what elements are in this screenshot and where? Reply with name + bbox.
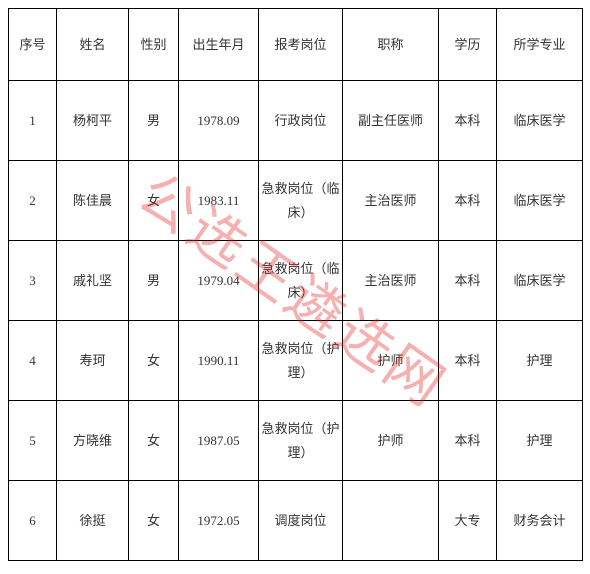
table-header-row: 序号 姓名 性别 出生年月 报考岗位 职称 学历 所学专业 <box>9 9 583 81</box>
cell-title: 副主任医师 <box>343 81 439 161</box>
cell-gender: 男 <box>129 241 179 321</box>
col-header: 姓名 <box>57 9 129 81</box>
cell-title: 护师 <box>343 321 439 401</box>
cell-seq: 2 <box>9 161 57 241</box>
cell-birth: 1987.05 <box>179 401 259 481</box>
cell-position: 行政岗位 <box>259 81 343 161</box>
cell-name: 杨柯平 <box>57 81 129 161</box>
cell-seq: 3 <box>9 241 57 321</box>
cell-birth: 1990.11 <box>179 321 259 401</box>
cell-major: 财务会计 <box>497 481 583 561</box>
col-header: 所学专业 <box>497 9 583 81</box>
col-header: 报考岗位 <box>259 9 343 81</box>
cell-edu: 本科 <box>439 401 497 481</box>
cell-title: 主治医师 <box>343 241 439 321</box>
col-header: 出生年月 <box>179 9 259 81</box>
cell-birth: 1979.04 <box>179 241 259 321</box>
cell-gender: 女 <box>129 401 179 481</box>
cell-title <box>343 481 439 561</box>
data-table: 序号 姓名 性别 出生年月 报考岗位 职称 学历 所学专业 1 杨柯平 男 19… <box>8 8 583 561</box>
cell-title: 主治医师 <box>343 161 439 241</box>
cell-edu: 本科 <box>439 81 497 161</box>
cell-edu: 本科 <box>439 241 497 321</box>
cell-major: 临床医学 <box>497 241 583 321</box>
cell-seq: 1 <box>9 81 57 161</box>
cell-name: 方晓维 <box>57 401 129 481</box>
cell-major: 护理 <box>497 401 583 481</box>
col-header: 学历 <box>439 9 497 81</box>
cell-name: 陈佳晨 <box>57 161 129 241</box>
cell-title: 护师 <box>343 401 439 481</box>
cell-major: 临床医学 <box>497 81 583 161</box>
cell-birth: 1972.05 <box>179 481 259 561</box>
cell-gender: 女 <box>129 321 179 401</box>
col-header: 性别 <box>129 9 179 81</box>
cell-edu: 本科 <box>439 321 497 401</box>
table-row: 3 戚礼坚 男 1979.04 急救岗位（临床） 主治医师 本科 临床医学 <box>9 241 583 321</box>
table-row: 1 杨柯平 男 1978.09 行政岗位 副主任医师 本科 临床医学 <box>9 81 583 161</box>
cell-position: 急救岗位（护理） <box>259 401 343 481</box>
cell-seq: 4 <box>9 321 57 401</box>
cell-position: 急救岗位（临床） <box>259 241 343 321</box>
cell-seq: 6 <box>9 481 57 561</box>
cell-major: 护理 <box>497 321 583 401</box>
cell-name: 戚礼坚 <box>57 241 129 321</box>
cell-gender: 女 <box>129 481 179 561</box>
cell-position: 调度岗位 <box>259 481 343 561</box>
cell-name: 寿珂 <box>57 321 129 401</box>
table-row: 2 陈佳晨 女 1983.11 急救岗位（临床） 主治医师 本科 临床医学 <box>9 161 583 241</box>
col-header: 职称 <box>343 9 439 81</box>
cell-position: 急救岗位（临床） <box>259 161 343 241</box>
cell-name: 徐挺 <box>57 481 129 561</box>
cell-gender: 女 <box>129 161 179 241</box>
table-row: 5 方晓维 女 1987.05 急救岗位（护理） 护师 本科 护理 <box>9 401 583 481</box>
cell-gender: 男 <box>129 81 179 161</box>
cell-major: 临床医学 <box>497 161 583 241</box>
table-row: 4 寿珂 女 1990.11 急救岗位（护理） 护师 本科 护理 <box>9 321 583 401</box>
col-header: 序号 <box>9 9 57 81</box>
table-row: 6 徐挺 女 1972.05 调度岗位 大专 财务会计 <box>9 481 583 561</box>
cell-birth: 1978.09 <box>179 81 259 161</box>
cell-edu: 本科 <box>439 161 497 241</box>
cell-seq: 5 <box>9 401 57 481</box>
cell-birth: 1983.11 <box>179 161 259 241</box>
cell-edu: 大专 <box>439 481 497 561</box>
cell-position: 急救岗位（护理） <box>259 321 343 401</box>
